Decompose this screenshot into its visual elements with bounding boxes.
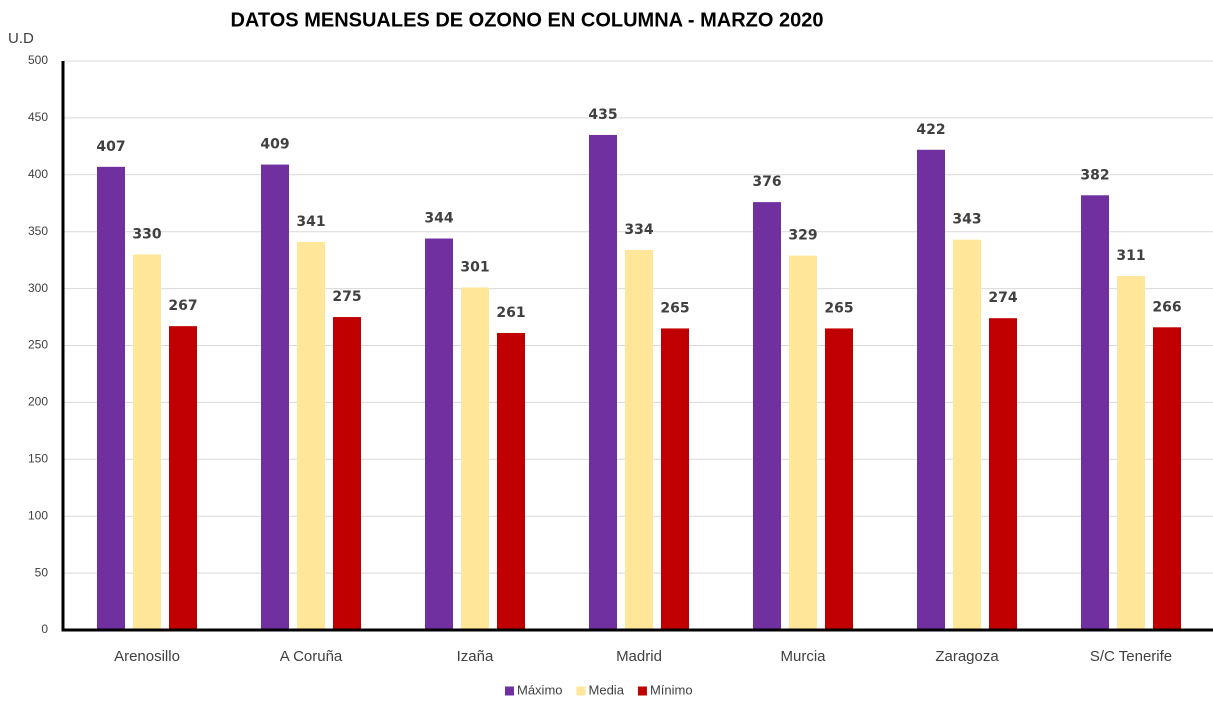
value-label: 330 xyxy=(132,226,161,242)
bar xyxy=(589,134,617,630)
bar xyxy=(917,149,945,630)
x-tick-label: Arenosillo xyxy=(114,648,180,665)
value-label: 274 xyxy=(988,290,1017,306)
value-label: 301 xyxy=(460,259,489,275)
legend-label: Media xyxy=(589,682,625,697)
bar xyxy=(497,332,525,630)
bar xyxy=(1081,195,1109,630)
bar xyxy=(1153,327,1181,630)
x-tick-label: Murcia xyxy=(780,648,826,665)
y-tick-label: 350 xyxy=(28,224,48,238)
value-label: 344 xyxy=(424,211,453,227)
value-label: 275 xyxy=(332,289,361,305)
value-label: 329 xyxy=(788,228,817,244)
bar xyxy=(133,254,161,630)
value-label: 343 xyxy=(952,212,981,228)
bar xyxy=(825,328,853,630)
legend-swatch xyxy=(637,686,647,696)
chart-title: DATOS MENSUALES DE OZONO EN COLUMNA - MA… xyxy=(230,9,823,31)
value-label: 376 xyxy=(752,174,781,190)
bar xyxy=(461,287,489,630)
bar xyxy=(1117,276,1145,630)
y-tick-label: 50 xyxy=(35,565,49,579)
legend-swatch xyxy=(505,686,514,696)
bar xyxy=(753,202,781,630)
y-tick-label: 400 xyxy=(28,167,48,181)
value-label: 382 xyxy=(1080,167,1109,183)
y-tick-label: 250 xyxy=(28,338,48,352)
y-tick-label: 500 xyxy=(28,53,48,67)
value-label: 334 xyxy=(624,222,653,238)
value-label: 311 xyxy=(1116,248,1145,264)
x-tick-label: A Coruña xyxy=(280,648,343,665)
value-label: 265 xyxy=(824,300,853,316)
value-label: 261 xyxy=(496,305,525,321)
bar xyxy=(425,238,453,630)
value-label: 265 xyxy=(660,300,689,316)
y-tick-label: 100 xyxy=(28,508,48,522)
value-label: 341 xyxy=(296,214,325,230)
bar xyxy=(989,318,1017,630)
legend-label: Máximo xyxy=(517,682,563,697)
legend-swatch xyxy=(576,686,586,696)
legend-label: Mínimo xyxy=(650,682,693,697)
y-tick-label: 0 xyxy=(41,622,48,636)
value-label: 422 xyxy=(916,122,945,138)
x-tick-label: Izaña xyxy=(457,648,494,665)
y-tick-label: 200 xyxy=(28,395,48,409)
bar xyxy=(625,249,653,630)
y-tick-label: 450 xyxy=(28,110,48,124)
value-label: 409 xyxy=(260,137,289,153)
value-label: 435 xyxy=(588,107,617,123)
value-label: 267 xyxy=(168,298,197,314)
x-tick-label: Zaragoza xyxy=(935,648,999,665)
bar xyxy=(953,239,981,630)
y-axis-label: U.D xyxy=(8,30,34,47)
bar xyxy=(333,317,361,630)
bar xyxy=(169,326,197,630)
y-tick-label: 300 xyxy=(28,281,48,295)
bar xyxy=(297,241,325,630)
bar xyxy=(661,328,689,630)
y-tick-label: 150 xyxy=(28,451,48,465)
value-label: 266 xyxy=(1152,299,1181,315)
bar xyxy=(789,255,817,630)
bar xyxy=(261,164,289,631)
x-tick-label: Madrid xyxy=(616,648,662,665)
value-label: 407 xyxy=(96,139,125,155)
x-tick-label: S/C Tenerife xyxy=(1090,648,1172,665)
bar xyxy=(97,166,125,631)
